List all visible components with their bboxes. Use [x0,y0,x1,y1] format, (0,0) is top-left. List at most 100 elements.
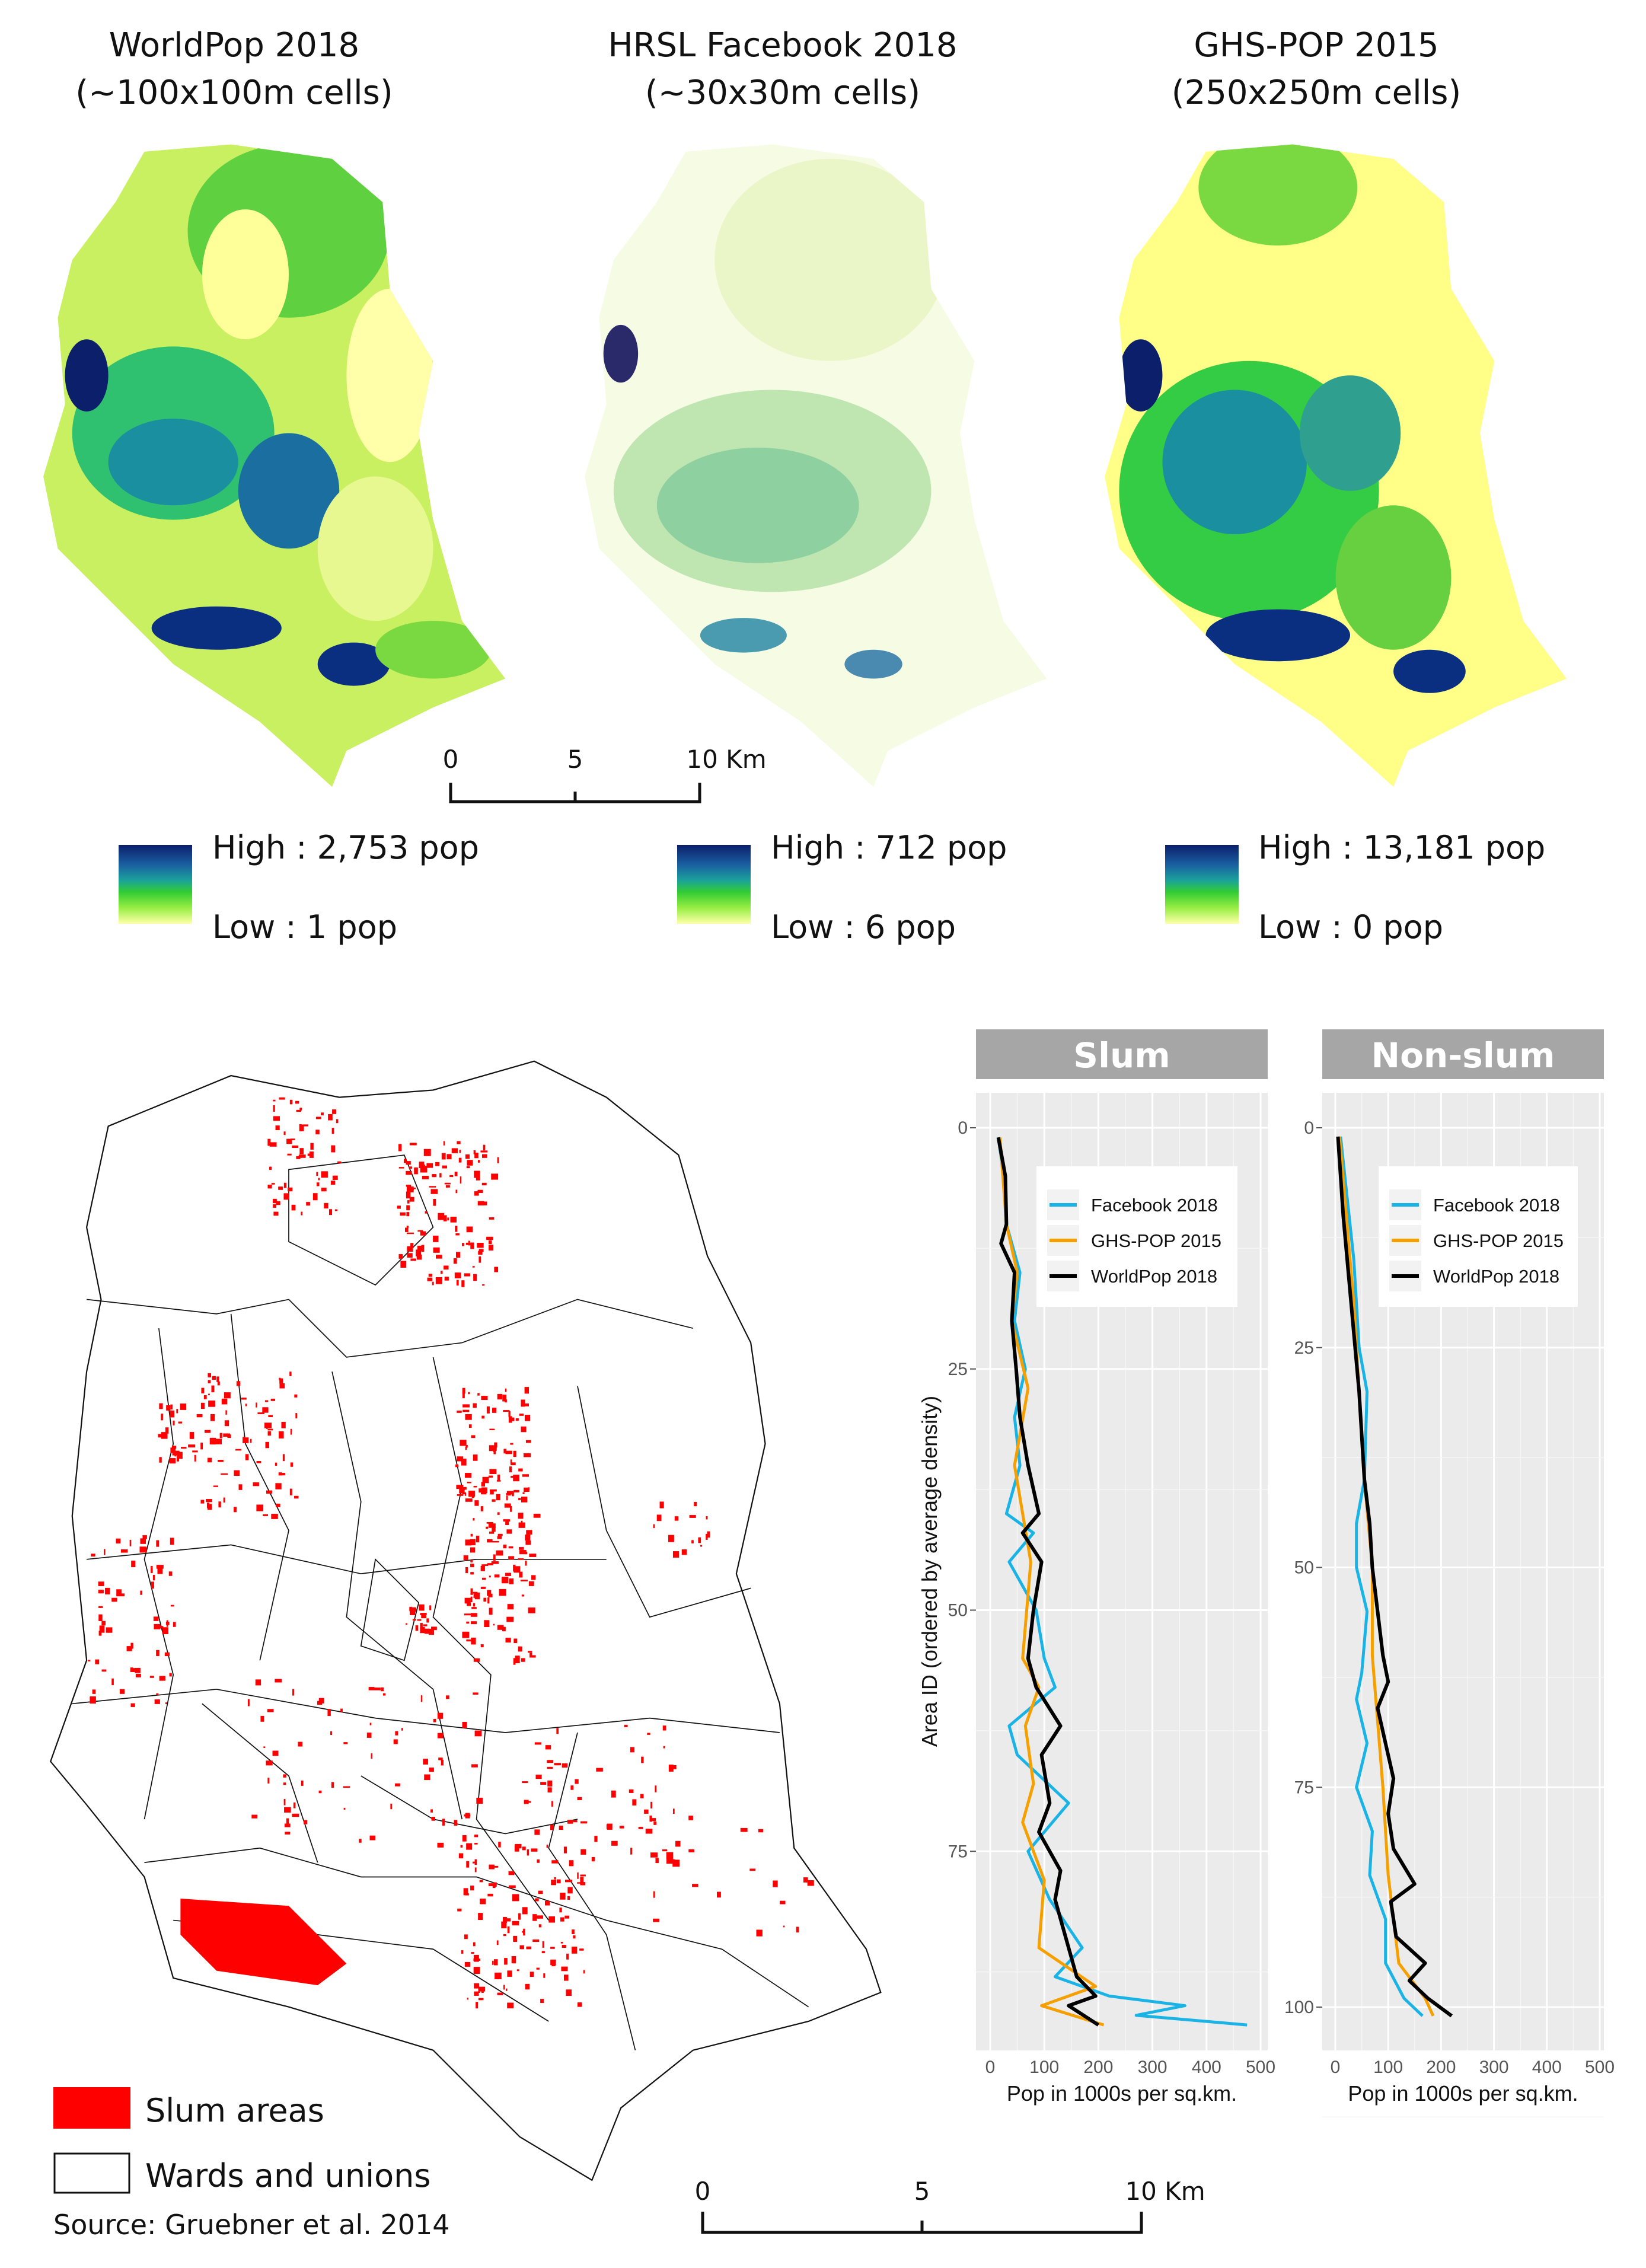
legend-label: Facebook 2018 [1091,1195,1218,1216]
slum-area [192,1450,198,1453]
slum-area [279,1097,285,1100]
slum-area [577,1872,579,1879]
slum-area [577,1797,582,1801]
slum-area [298,1741,303,1747]
slum-area [462,1404,470,1408]
slum-area [130,1703,135,1707]
slum-area [497,1536,502,1539]
slum-area [529,1972,534,1977]
slum-area [749,1868,756,1871]
slum-area [493,1554,496,1561]
legend-ghs: High : 13,181 pop Low : 0 pop [1165,829,1545,946]
legend-low: Low : 0 pop [1258,908,1443,946]
slum-area [270,1398,276,1401]
slum-area [151,1566,153,1573]
slum-area [509,1578,514,1584]
slum-area [493,1882,497,1887]
slum-area [170,1404,173,1410]
slum-area [580,1849,586,1855]
slum-area [483,1597,487,1602]
slum-area [655,1858,659,1864]
slum-area [435,1162,440,1166]
slum-area [283,1182,287,1188]
slum-area [422,1175,429,1179]
slum-area [470,1547,476,1553]
slum-area [567,1896,570,1900]
slum-area [250,1438,252,1443]
slum-area [551,1860,559,1864]
slum-area [176,1454,180,1462]
slum-area [92,1689,96,1694]
slum-area [507,1970,512,1977]
slum-area [518,1468,523,1472]
slum-area [318,1698,324,1704]
slum-area [473,1591,477,1598]
slum-area [223,1433,230,1437]
slum-area [505,1572,512,1576]
slum-areas [88,1097,814,2009]
slum-area [281,1421,286,1428]
slum-area [462,1387,465,1394]
slum-area [400,1212,406,1216]
slum-area [528,1801,531,1803]
slum-area [255,1679,261,1686]
x-tick-label: 400 [1532,2058,1562,2077]
slum-area [116,1589,122,1597]
slum-area [596,1768,603,1772]
slum-area [666,1852,674,1859]
slum-area [276,1201,280,1205]
slum-area [458,1853,464,1859]
slum-area [411,1607,417,1612]
slum-area [563,1846,567,1854]
slum-area [208,1380,211,1383]
slum-area [292,1145,298,1149]
slum-area [462,1243,464,1246]
slum-area [481,1487,487,1494]
slum-area [142,1535,147,1539]
slum-area [443,1141,445,1146]
slum-area [507,1926,510,1934]
facet-strip [976,1029,1268,1079]
slum-area [290,1138,295,1140]
slum-area [504,1958,508,1965]
slum-area [293,1802,296,1808]
slum-area [497,1512,500,1515]
slum-area [531,1575,536,1580]
slum-area [531,1848,538,1852]
slum-area [273,1198,277,1204]
slum-area [577,2002,582,2007]
slum-area [524,1800,529,1804]
slum-area [279,1378,283,1384]
slum-area [480,1899,486,1905]
slum-area [88,1660,91,1661]
slum-area [256,1461,261,1463]
slum-area [611,1840,618,1846]
slum-area [537,1859,540,1863]
slum-area [529,1655,536,1658]
slum-area [446,1695,449,1699]
slum-area [488,1523,496,1528]
map-titles: WorldPop 2018 (~100x100m cells) HRSL Fac… [75,26,1461,112]
slum-area [655,1785,657,1792]
slum-area [438,1213,445,1220]
slum-area [489,1217,495,1220]
slum-area [506,1529,512,1534]
slum-area [675,1840,681,1847]
slum-area [559,1825,563,1830]
slum-area [301,1124,304,1131]
slum-area [430,1809,433,1813]
slum-area [560,1917,564,1922]
slum-area [510,1505,512,1512]
slum-area [525,1983,530,1990]
slum-area [283,1131,286,1135]
slum-area [503,1410,510,1412]
slum-area [283,1782,286,1785]
slum-area [196,1414,203,1418]
slum-area [275,1125,280,1131]
slum-area [225,1410,227,1415]
slum-area [521,1399,525,1407]
slum-area [369,1835,375,1840]
slum-area [283,1774,286,1778]
slum-area [224,1420,229,1427]
slum-area [512,1921,519,1926]
